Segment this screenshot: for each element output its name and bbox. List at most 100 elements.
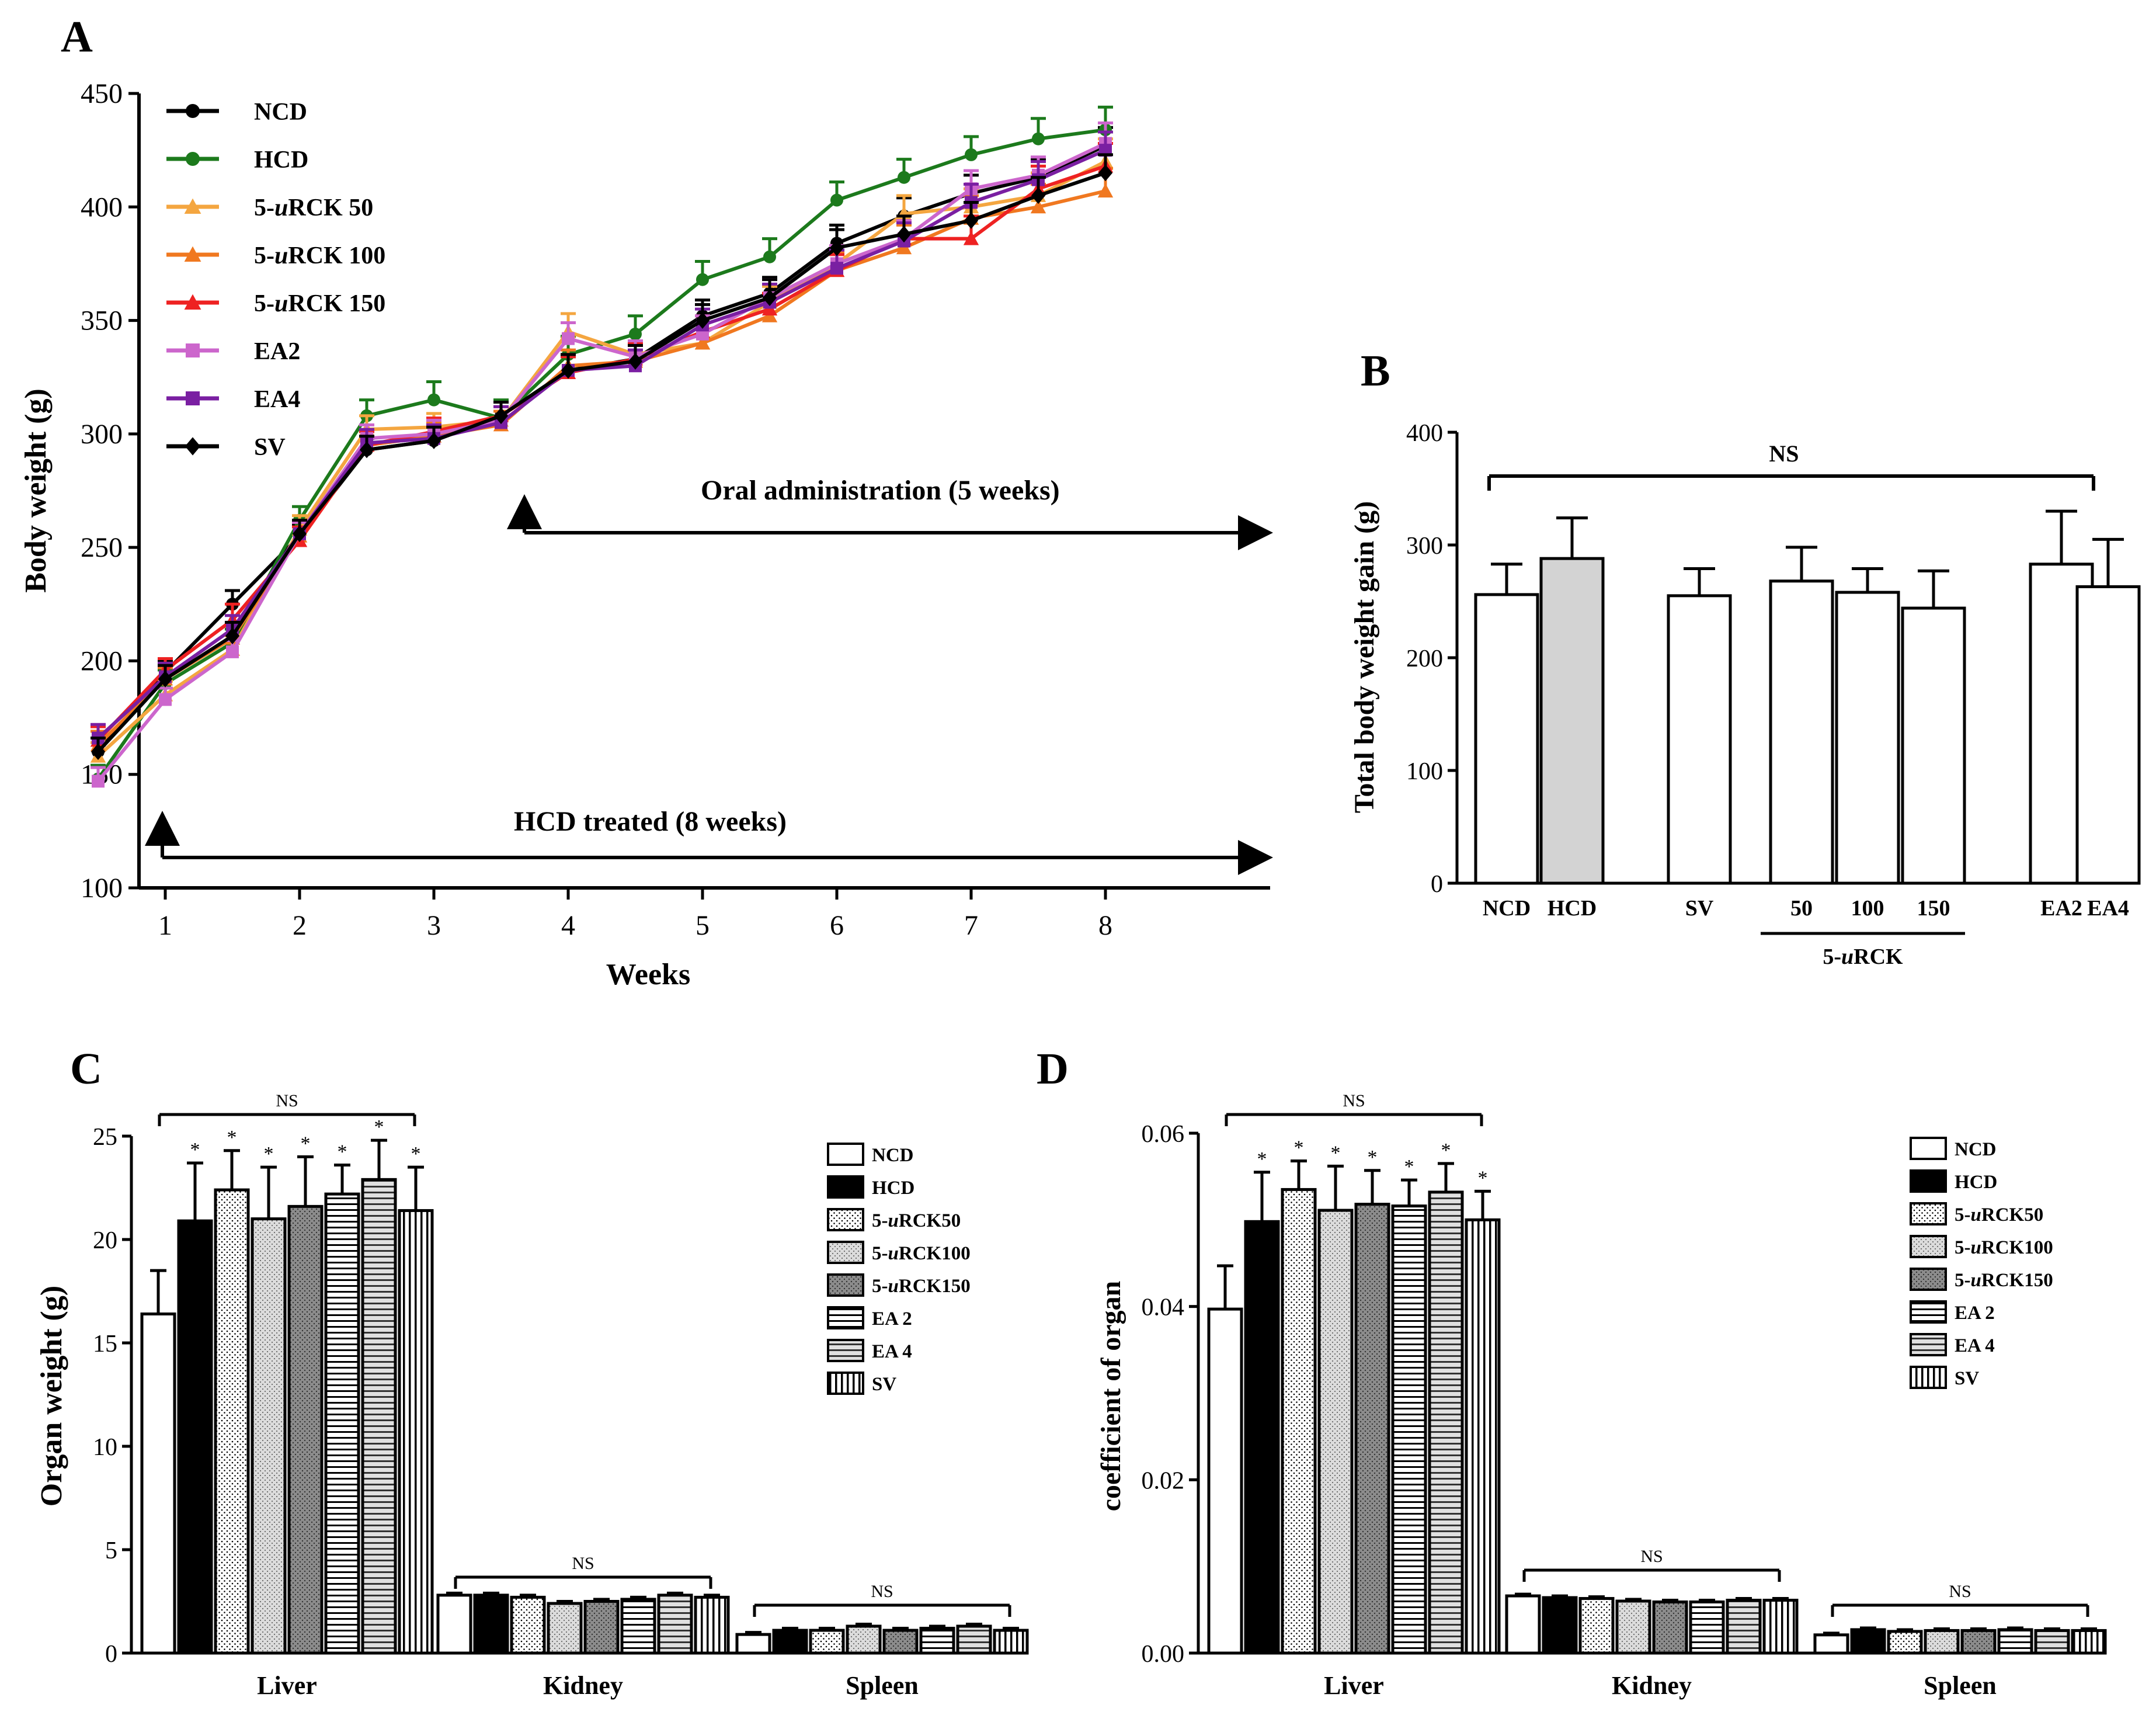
a-data-point (629, 327, 642, 341)
a-y-tick-label: 200 (81, 645, 123, 676)
d-significance-star: * (1331, 1142, 1341, 1164)
d-bar (1207, 1307, 1243, 1655)
a-oral-annotation: Oral administration (5 weeks) (701, 475, 1060, 506)
d-legend-label: 5-uRCK150 (1955, 1270, 2053, 1291)
c-y-tick-label: 20 (93, 1227, 117, 1254)
d-legend-label: HCD (1955, 1172, 1997, 1193)
c-ns-label: NS (572, 1554, 594, 1573)
d-bar (2071, 1629, 2107, 1655)
b-bar-sv (1667, 594, 1732, 885)
a-legend-marker (186, 391, 200, 405)
c-legend-swatch (827, 1175, 864, 1199)
a-data-point (964, 212, 979, 229)
a-x-tick-label: 5 (696, 910, 710, 941)
b-category-label: NCD (1483, 896, 1531, 921)
b-bar-hcd (1539, 557, 1605, 885)
a-series-5-uRCK-100 (90, 166, 1114, 752)
c-bar (694, 1595, 730, 1655)
a-data-point (427, 393, 440, 407)
a-data-point (359, 441, 374, 459)
a-data-point (898, 171, 910, 184)
c-bar (177, 1219, 213, 1655)
d-significance-star: * (1368, 1147, 1378, 1168)
c-y-tick-label: 15 (93, 1331, 117, 1358)
d-legend-swatch (1910, 1268, 1947, 1291)
c-bar (735, 1633, 771, 1655)
d-ns-label: NS (1949, 1582, 1971, 1601)
b-bar-150 (1901, 606, 1966, 885)
d-legend-label: SV (1955, 1368, 1979, 1389)
c-category-label: Spleen (846, 1671, 919, 1700)
a-y-tick-label: 450 (81, 78, 123, 109)
a-y-axis-title: Body weight (g) (19, 388, 53, 593)
a-data-point (292, 525, 307, 543)
a-legend-label: EA2 (254, 338, 300, 365)
a-series-line (96, 164, 1106, 742)
d-bar (1428, 1190, 1464, 1655)
a-data-point (830, 262, 843, 275)
a-data-point (562, 332, 575, 345)
c-significance-star: * (301, 1133, 311, 1154)
a-legend-label: 5-uRCK 50 (254, 195, 373, 221)
c-bar (473, 1593, 509, 1655)
a-x-tick-label: 8 (1098, 910, 1112, 941)
c-bar (620, 1598, 656, 1655)
c-y-tick-label: 0 (105, 1641, 117, 1668)
a-legend-label: 5-uRCK 100 (254, 242, 385, 269)
a-x-tick-label: 6 (830, 910, 844, 941)
a-data-point (1030, 199, 1046, 214)
a-data-point (829, 239, 844, 256)
d-legend-label: EA 2 (1955, 1303, 1995, 1324)
b-ns-label: NS (1769, 440, 1799, 467)
b-category-label: HCD (1548, 896, 1597, 921)
a-legend-marker (186, 152, 200, 166)
d-significance-star: * (1294, 1137, 1304, 1158)
a-data-point (158, 671, 173, 688)
c-y-tick-label: 25 (93, 1124, 117, 1151)
c-bar (919, 1627, 955, 1655)
c-legend-swatch (827, 1208, 864, 1231)
c-legend-label: 5-uRCK50 (872, 1210, 961, 1231)
b-y-tick-label: 200 (1406, 645, 1443, 672)
d-bar (1726, 1599, 1762, 1655)
d-bar (1924, 1629, 1960, 1655)
d-bar (2034, 1629, 2070, 1655)
c-bar (287, 1204, 324, 1655)
c-significance-star: * (411, 1143, 421, 1165)
a-data-point (965, 148, 978, 161)
a-legend-marker (184, 294, 201, 310)
c-y-tick-label: 5 (105, 1537, 117, 1564)
b-group-label: 5-uRCK (1823, 945, 1903, 969)
b-y-axis-title: Total body weight gain (g) (1349, 501, 1380, 813)
d-y-tick-label: 0.06 (1142, 1121, 1185, 1148)
d-bar (1354, 1203, 1390, 1655)
c-legend: NCD HCD 5-uRCK50 5-uRCK100 5-uRCK150 EA 2 EA 4… (827, 1143, 971, 1395)
a-data-point (896, 225, 912, 243)
a-data-point (226, 645, 239, 658)
a-legend-label: EA4 (254, 386, 300, 413)
c-legend-swatch (827, 1143, 864, 1166)
c-legend-label: NCD (872, 1145, 914, 1166)
d-bar (1850, 1628, 1886, 1655)
a-data-point (225, 627, 240, 644)
a-data-point (91, 743, 106, 761)
b-y-tick-label: 100 (1406, 758, 1443, 785)
b-y-tick-label: 0 (1431, 871, 1443, 898)
panel-label-d: D (1037, 1044, 1069, 1093)
c-legend-swatch (827, 1273, 864, 1297)
c-significance-star: * (338, 1141, 347, 1163)
a-y-tick-label: 300 (81, 419, 123, 450)
d-category-label: Liver (1324, 1671, 1384, 1700)
c-legend-swatch (827, 1339, 864, 1362)
d-y-axis-title: coefficient of organ (1096, 1281, 1126, 1512)
d-legend-label: 5-uRCK50 (1955, 1204, 2043, 1225)
d-category-label: Kidney (1612, 1671, 1692, 1700)
c-legend-label: EA 4 (872, 1341, 912, 1362)
c-bar (214, 1188, 250, 1655)
a-x-tick-label: 3 (427, 910, 441, 941)
c-bar (547, 1602, 583, 1655)
d-ns-label: NS (1640, 1547, 1663, 1566)
a-legend-marker (184, 246, 201, 262)
d-bar (1960, 1629, 1997, 1655)
